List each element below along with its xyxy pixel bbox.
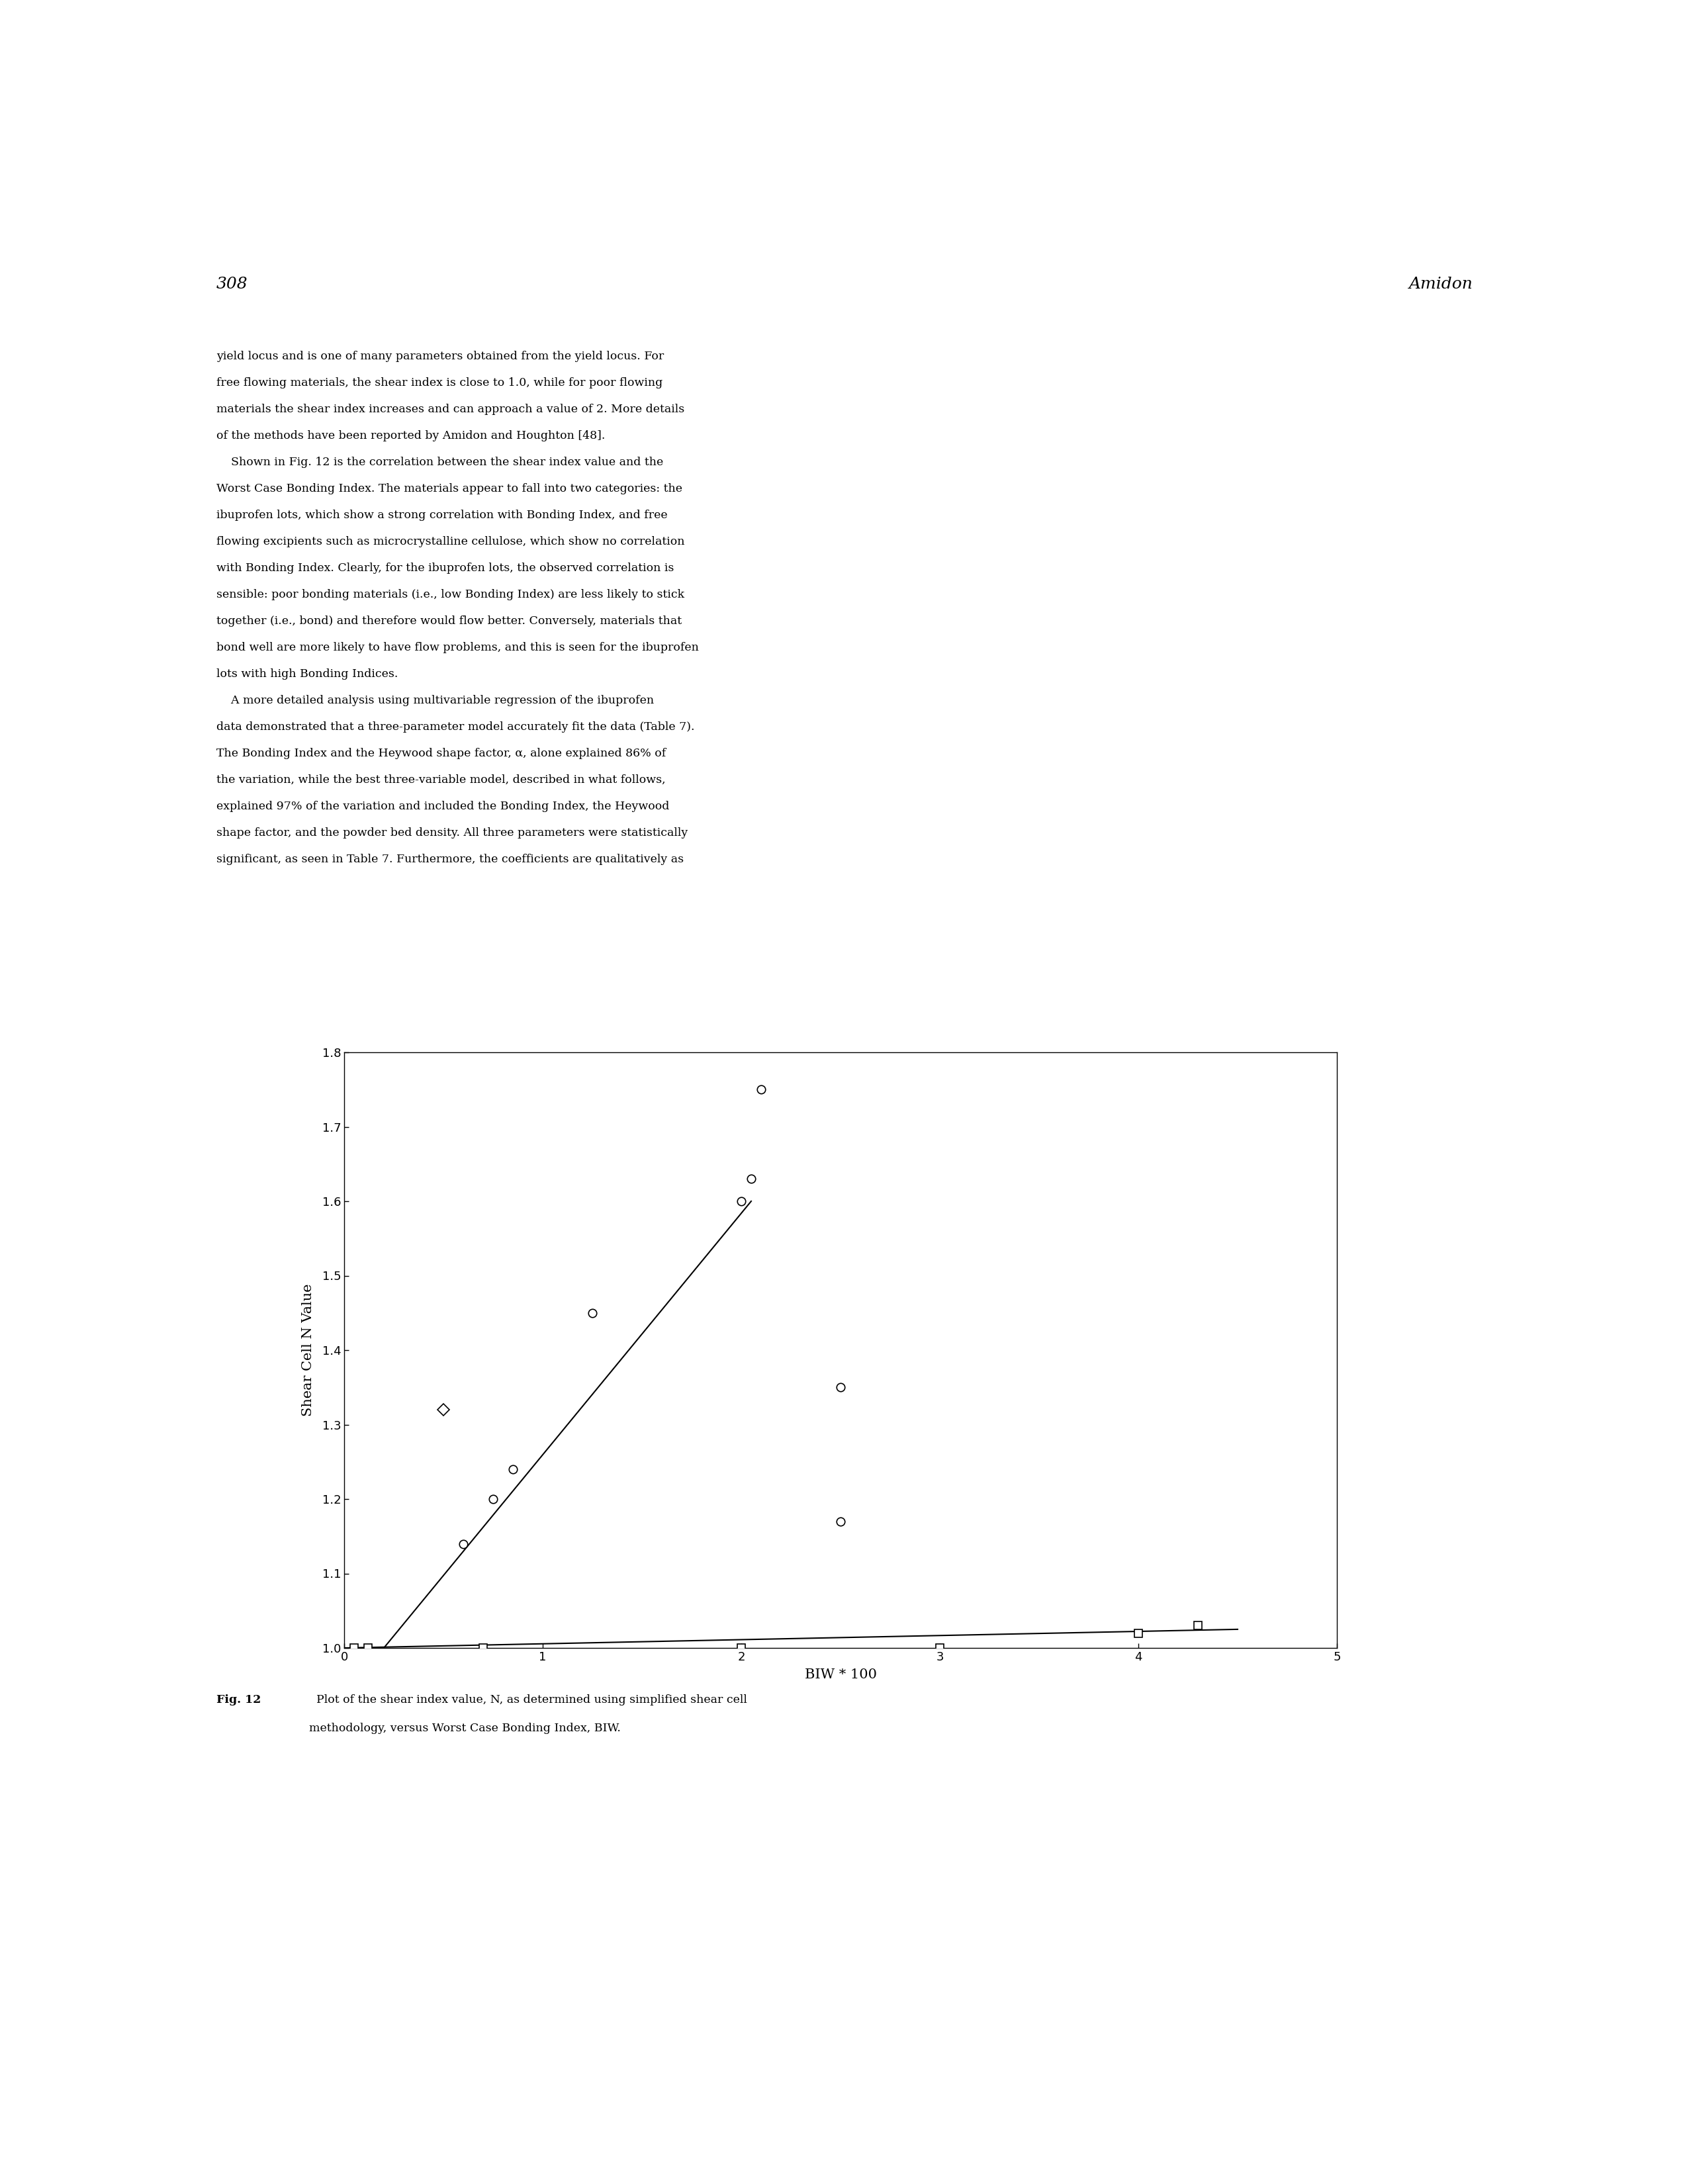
Text: A more detailed analysis using multivariable regression of the ibuprofen: A more detailed analysis using multivari… — [216, 695, 654, 705]
Text: ibuprofen lots, which show a strong correlation with Bonding Index, and free: ibuprofen lots, which show a strong corr… — [216, 509, 667, 520]
Text: free flowing materials, the shear index is close to 1.0, while for poor flowing: free flowing materials, the shear index … — [216, 378, 662, 389]
Text: Amidon: Amidon — [1409, 277, 1473, 293]
Text: materials the shear index increases and can approach a value of 2. More details: materials the shear index increases and … — [216, 404, 684, 415]
Text: yield locus and is one of many parameters obtained from the yield locus. For: yield locus and is one of many parameter… — [216, 352, 664, 363]
Text: data demonstrated that a three-parameter model accurately fit the data (Table 7): data demonstrated that a three-parameter… — [216, 721, 694, 732]
Text: the variation, while the best three-variable model, described in what follows,: the variation, while the best three-vari… — [216, 775, 665, 786]
Y-axis label: Shear Cell N Value: Shear Cell N Value — [302, 1284, 314, 1417]
Text: with Bonding Index. Clearly, for the ibuprofen lots, the observed correlation is: with Bonding Index. Clearly, for the ibu… — [216, 563, 674, 574]
Text: methodology, versus Worst Case Bonding Index, BIW.: methodology, versus Worst Case Bonding I… — [309, 1723, 622, 1734]
Text: together (i.e., bond) and therefore would flow better. Conversely, materials tha: together (i.e., bond) and therefore woul… — [216, 616, 682, 627]
X-axis label: BIW * 100: BIW * 100 — [804, 1669, 877, 1682]
Text: bond well are more likely to have flow problems, and this is seen for the ibupro: bond well are more likely to have flow p… — [216, 642, 699, 653]
Text: 308: 308 — [216, 277, 248, 293]
Text: Fig. 12: Fig. 12 — [216, 1695, 260, 1706]
Text: shape factor, and the powder bed density. All three parameters were statisticall: shape factor, and the powder bed density… — [216, 828, 687, 839]
Text: of the methods have been reported by Amidon and Houghton [48].: of the methods have been reported by Ami… — [216, 430, 605, 441]
Text: Shown in Fig. 12 is the correlation between the shear index value and the: Shown in Fig. 12 is the correlation betw… — [216, 456, 664, 467]
Text: significant, as seen in Table 7. Furthermore, the coefficients are qualitatively: significant, as seen in Table 7. Further… — [216, 854, 684, 865]
Text: explained 97% of the variation and included the Bonding Index, the Heywood: explained 97% of the variation and inclu… — [216, 802, 669, 812]
Text: lots with high Bonding Indices.: lots with high Bonding Indices. — [216, 668, 399, 679]
Text: Plot of the shear index value, N, as determined using simplified shear cell: Plot of the shear index value, N, as det… — [309, 1695, 747, 1706]
Text: flowing excipients such as microcrystalline cellulose, which show no correlation: flowing excipients such as microcrystall… — [216, 535, 684, 548]
Text: Worst Case Bonding Index. The materials appear to fall into two categories: the: Worst Case Bonding Index. The materials … — [216, 483, 682, 494]
Text: The Bonding Index and the Heywood shape factor, α, alone explained 86% of: The Bonding Index and the Heywood shape … — [216, 747, 665, 760]
Text: sensible: poor bonding materials (i.e., low Bonding Index) are less likely to st: sensible: poor bonding materials (i.e., … — [216, 590, 684, 601]
